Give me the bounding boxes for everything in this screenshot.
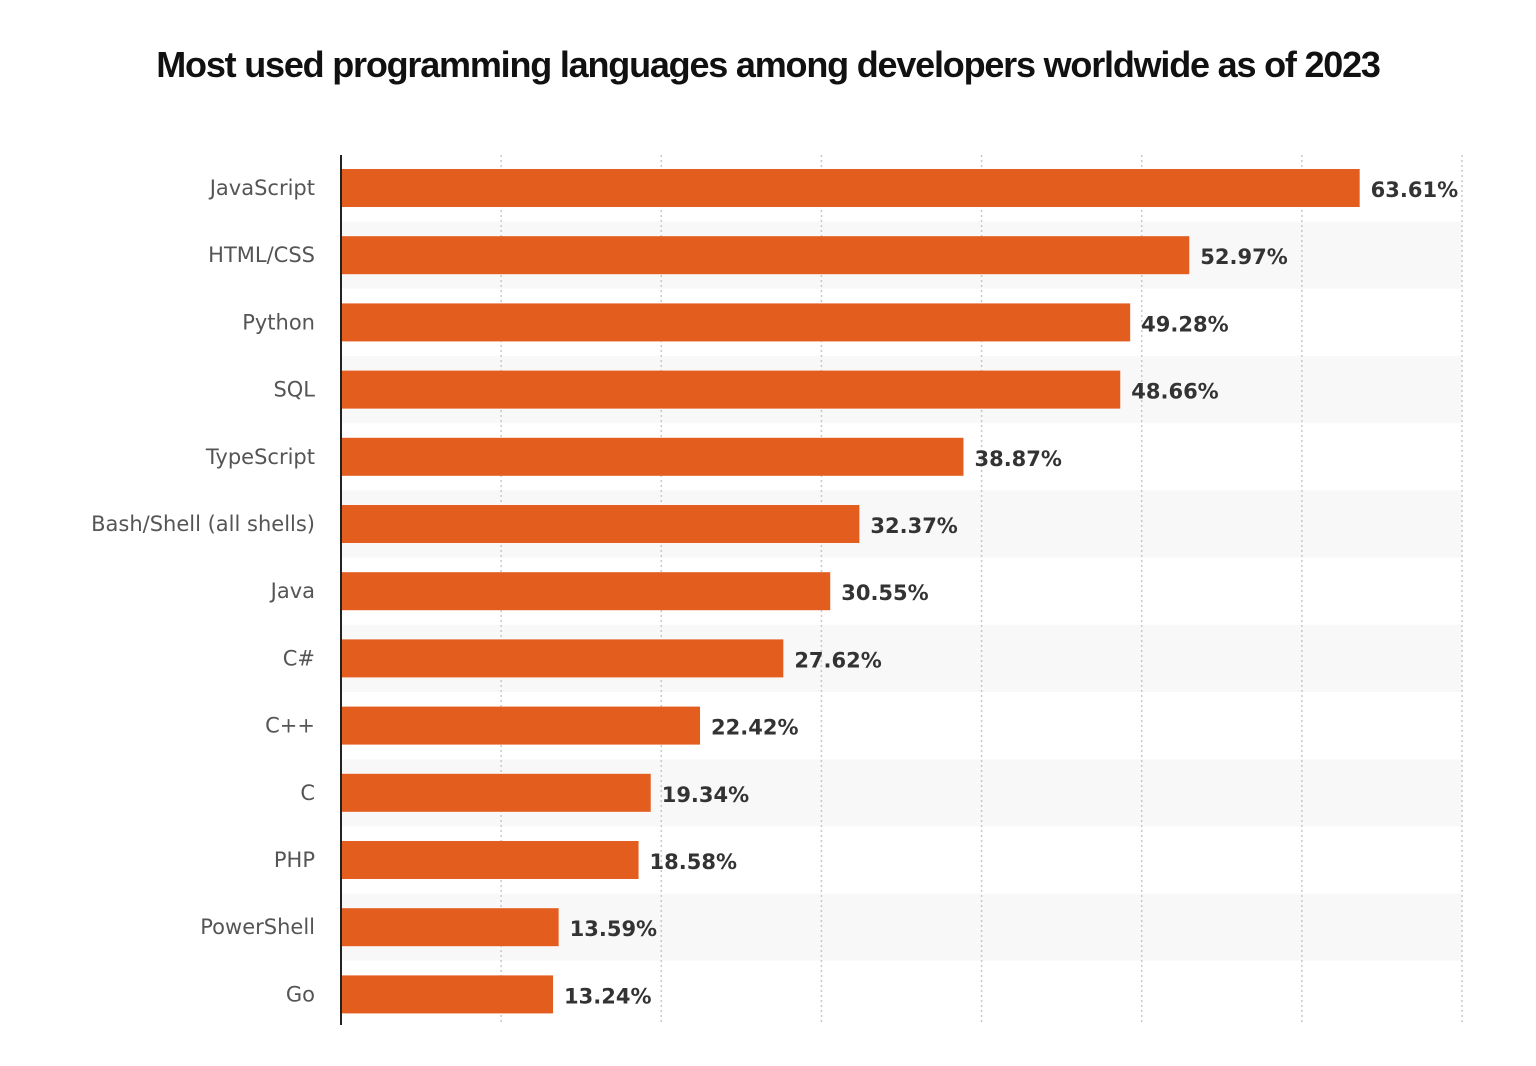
bar [341, 908, 559, 947]
category-label: Go [286, 982, 315, 1006]
value-label: 32.37% [870, 514, 957, 538]
category-label: C# [283, 646, 315, 670]
value-label: 48.66% [1131, 380, 1218, 404]
category-label: TypeScript [205, 445, 315, 469]
value-label: 27.62% [794, 648, 881, 672]
value-label: 19.34% [662, 783, 749, 807]
category-label: PHP [274, 848, 315, 872]
bar [341, 841, 639, 879]
category-label: JavaScript [208, 176, 315, 200]
bar [341, 236, 1190, 275]
bar [341, 639, 784, 678]
category-label: SQL [273, 378, 315, 402]
category-label: Bash/Shell (all shells) [91, 512, 315, 536]
bar [341, 975, 554, 1014]
category-label: C [300, 781, 315, 805]
bar [341, 706, 701, 745]
category-label: PowerShell [200, 915, 315, 939]
value-label: 13.59% [570, 917, 657, 941]
bar [341, 505, 860, 543]
bar [341, 370, 1121, 409]
bar [341, 572, 831, 611]
bar [341, 437, 964, 476]
bar [341, 773, 651, 812]
chart-title: Most used programming languages among de… [156, 44, 1381, 85]
value-label: 18.58% [650, 850, 737, 874]
bar [341, 169, 1360, 207]
category-label: Java [269, 579, 315, 603]
value-label: 30.55% [841, 581, 928, 605]
value-label: 63.61% [1371, 178, 1458, 202]
value-label: 22.42% [711, 716, 798, 740]
value-label: 52.97% [1200, 245, 1287, 269]
category-label: Python [242, 310, 315, 334]
category-label: HTML/CSS [208, 243, 315, 267]
bar [341, 303, 1131, 342]
value-label: 49.28% [1141, 312, 1228, 336]
value-label: 38.87% [974, 447, 1061, 471]
value-label: 13.24% [564, 984, 651, 1008]
category-label: C++ [265, 714, 315, 738]
